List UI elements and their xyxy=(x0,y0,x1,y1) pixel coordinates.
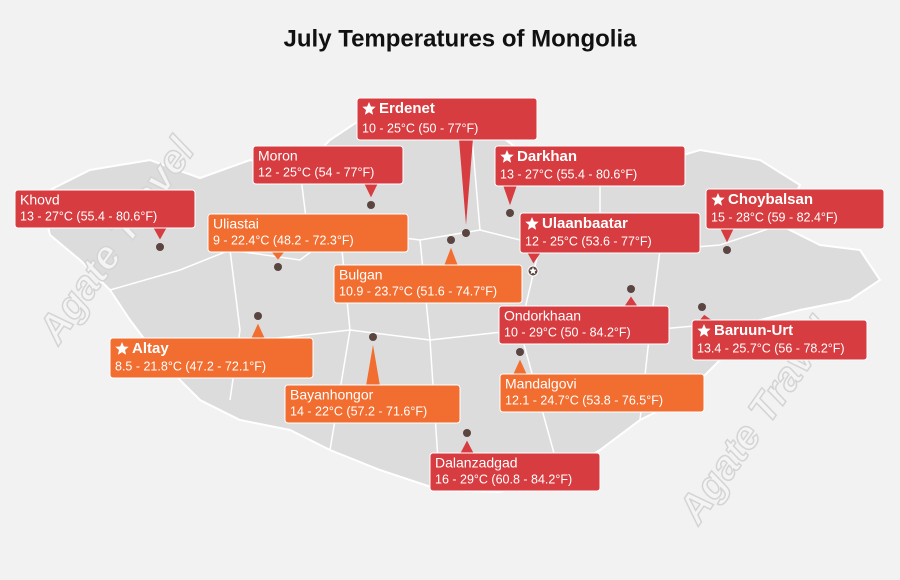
city-temperature: 14 - 22°C (57.2 - 71.6°F) xyxy=(290,404,427,418)
callout-box xyxy=(494,145,686,187)
callout-box xyxy=(519,212,701,254)
callout-box xyxy=(252,145,404,185)
capital-star xyxy=(500,150,514,163)
callout-pointer xyxy=(444,247,458,266)
callout-box xyxy=(705,188,885,230)
callout-box xyxy=(109,337,314,379)
callout-pointer xyxy=(513,359,527,375)
city-dot xyxy=(698,303,706,311)
city-dot xyxy=(463,429,471,437)
callout-pointer xyxy=(699,314,713,321)
callout-box xyxy=(356,97,538,141)
city-name: Ulaanbaatar xyxy=(542,215,628,232)
callout-pointer xyxy=(459,139,473,226)
city-name: Erdenet xyxy=(379,100,435,117)
city-dot xyxy=(274,263,282,271)
city-temperature: 13 - 27°C (55.4 - 80.6°F) xyxy=(20,209,157,223)
city-temperature: 10 - 29°C (50 - 84.2°F) xyxy=(504,325,631,339)
callout-pointer xyxy=(527,252,541,264)
city-temperature: 12 - 25°C (53.6 - 77°F) xyxy=(525,234,652,248)
capital-marker xyxy=(529,267,537,275)
callout-box xyxy=(207,213,409,253)
callout-pointer xyxy=(460,440,474,454)
city-name: Khovd xyxy=(20,192,60,208)
city-name: Baruun-Urt xyxy=(714,322,793,339)
callout-pointer xyxy=(503,185,517,206)
city-dot xyxy=(367,201,375,209)
callout-box xyxy=(498,305,670,345)
city-dot xyxy=(627,285,635,293)
callout-pointer xyxy=(364,183,378,198)
callout-pointer xyxy=(720,228,734,243)
city-temperature: 13.4 - 25.7°C (56 - 78.2°F) xyxy=(697,341,845,355)
callout-box xyxy=(284,384,461,424)
city-name: Uliastai xyxy=(213,216,259,232)
callout-pointer xyxy=(251,323,265,339)
city-name: Dalanzadgad xyxy=(435,455,518,471)
city-dot xyxy=(462,229,470,237)
city-dot xyxy=(156,243,164,251)
callout-box xyxy=(333,264,523,304)
city-name: Bulgan xyxy=(339,267,383,283)
callout-pointer xyxy=(153,227,167,240)
city-dot xyxy=(447,236,455,244)
city-dot xyxy=(506,209,514,217)
city-temperature: 9 - 22.4°C (48.2 - 72.3°F) xyxy=(213,233,354,247)
callout-box xyxy=(499,373,705,413)
city-temperature: 8.5 - 21.8°C (47.2 - 72.1°F) xyxy=(115,359,266,373)
callout-pointer xyxy=(624,296,638,307)
city-temperature: 10.9 - 23.7°C (51.6 - 74.7°F) xyxy=(339,284,497,298)
city-callout: Ulaanbaatar 12 - 25°C (53.6 - 77°F) xyxy=(519,212,701,277)
city-name: Darkhan xyxy=(517,148,577,165)
callout-pointer xyxy=(271,251,285,260)
city-name: Altay xyxy=(132,340,169,357)
city-dot xyxy=(254,312,262,320)
callout-box xyxy=(14,189,196,229)
city-name: Ondorkhaan xyxy=(504,308,581,324)
city-temperature: 12.1 - 24.7°C (53.8 - 76.5°F) xyxy=(505,393,663,407)
callout-pointer xyxy=(366,344,380,386)
capital-star xyxy=(525,217,539,230)
city-name: Moron xyxy=(258,148,298,164)
city-temperature: 12 - 25°C (54 - 77°F) xyxy=(258,165,374,179)
city-dot xyxy=(723,246,731,254)
city-callout: Choybalsan 15 - 28°C (59 - 82.4°F) xyxy=(705,188,885,254)
city-dot xyxy=(516,348,524,356)
capital-star xyxy=(362,102,376,115)
city-temperature: 13 - 27°C (55.4 - 80.6°F) xyxy=(500,167,637,181)
city-callout: Erdenet 10 - 25°C (50 - 77°F) xyxy=(356,97,538,237)
city-temperature: 15 - 28°C (59 - 82.4°F) xyxy=(711,210,838,224)
city-name: Mandalgovi xyxy=(505,376,577,392)
city-callout: Darkhan 13 - 27°C (55.4 - 80.6°F) xyxy=(494,145,686,217)
city-temperature: 16 - 29°C (60.8 - 84.2°F) xyxy=(435,472,572,486)
city-temperature: 10 - 25°C (50 - 77°F) xyxy=(362,121,478,135)
callout-box xyxy=(691,319,868,361)
capital-star xyxy=(711,193,725,206)
capital-star xyxy=(697,324,711,337)
city-callout: Baruun-Urt 13.4 - 25.7°C (56 - 78.2°F) xyxy=(691,303,868,361)
city-callout: Altay 8.5 - 21.8°C (47.2 - 72.1°F) xyxy=(109,312,314,379)
city-name: Choybalsan xyxy=(728,191,813,208)
map-title: July Temperatures of Mongolia xyxy=(284,25,638,52)
capital-star xyxy=(115,342,129,355)
city-dot xyxy=(369,333,377,341)
city-name: Bayanhongor xyxy=(290,387,374,403)
callout-box xyxy=(429,452,601,492)
